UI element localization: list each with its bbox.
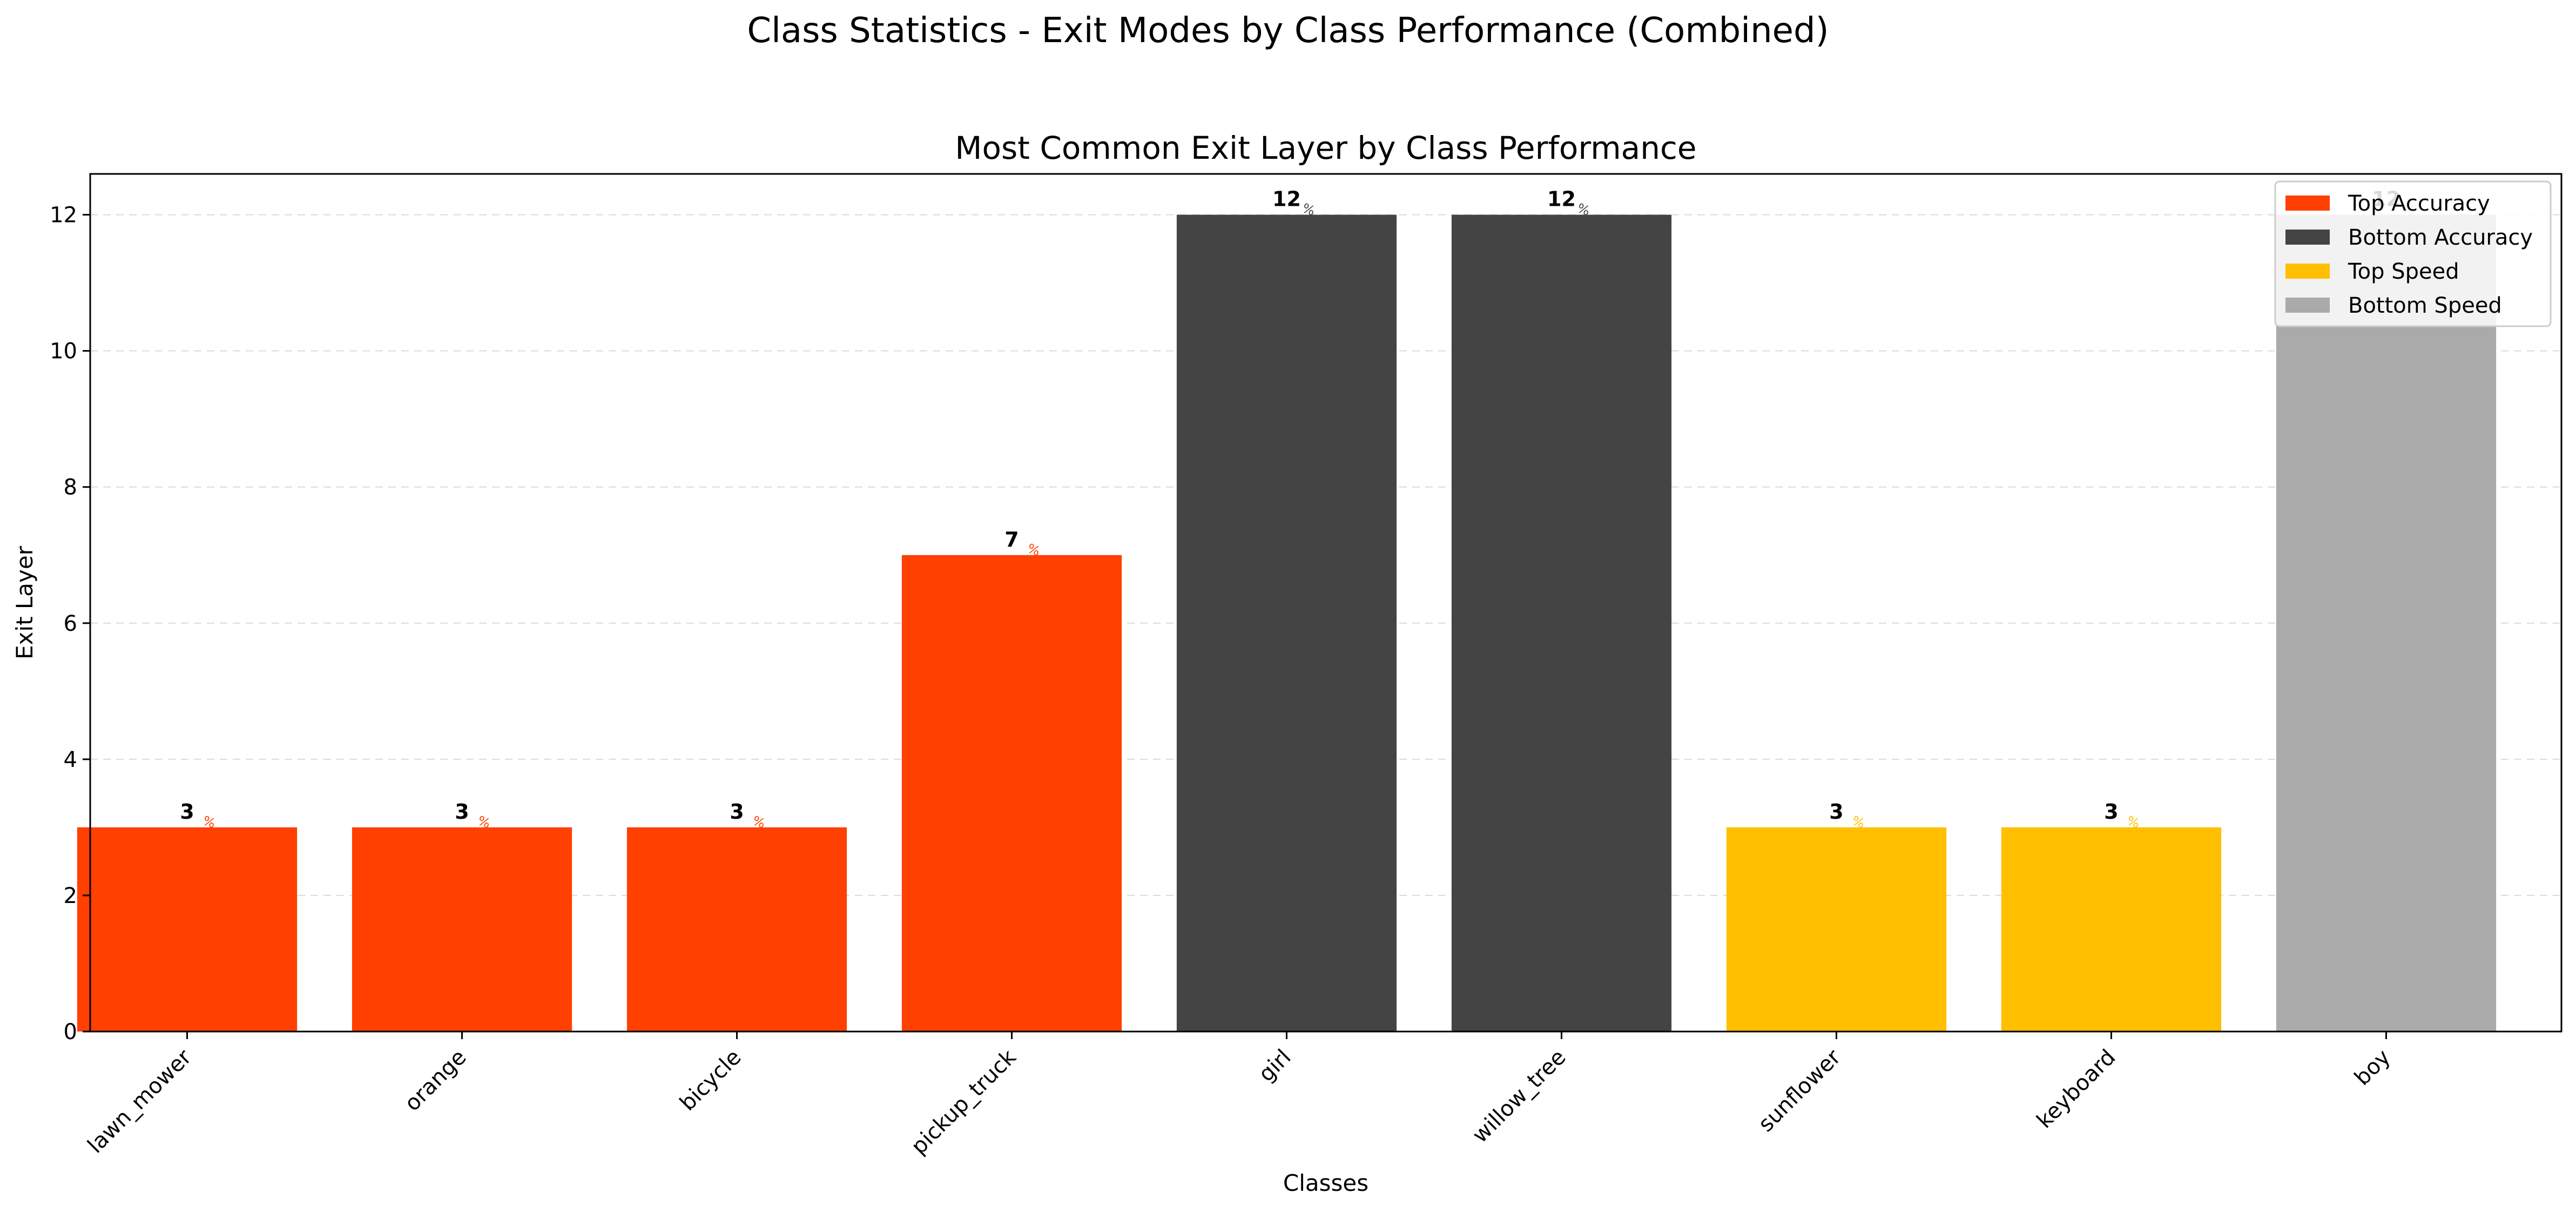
y-axis-label: Exit Layer [11, 545, 38, 659]
bar-value-label: 3 [1829, 800, 1843, 824]
x-tick-label: pickup_truck [907, 1044, 1022, 1160]
figure-suptitle: Class Statistics - Exit Modes by Class P… [747, 11, 1829, 51]
bar-value-label: 3 [455, 800, 469, 824]
x-tick-label: sunflower [1754, 1044, 1846, 1137]
x-tick-label: lawn_mower [83, 1044, 197, 1158]
bar-value-label: 7 [1004, 528, 1019, 551]
legend: Top Accuracy Bottom Accuracy Top Speed Bott… [2274, 180, 2552, 327]
bar-value-label: 12 [1547, 187, 1576, 211]
legend-label: Top Accuracy [2348, 191, 2490, 216]
y-axis-ticks: 0 2 4 6 8 10 12 [50, 203, 90, 1044]
x-tick-label: keyboard [2032, 1045, 2121, 1134]
x-tick-label: boy [2350, 1045, 2396, 1091]
x-axis-label: Classes [1283, 1170, 1368, 1196]
bar-value-label: 3 [730, 800, 744, 824]
bar-girl [1176, 214, 1397, 1032]
legend-swatch [2285, 230, 2330, 245]
plot-area-frame [89, 173, 2562, 1033]
x-tick-label: willow_tree [1468, 1045, 1571, 1148]
y-tick-label: 0 [64, 1020, 77, 1044]
bar-value-label: 12 [1272, 187, 1301, 211]
y-tick-label: 10 [50, 339, 77, 364]
bar-keyboard [2001, 827, 2222, 1032]
y-tick-label: 2 [64, 884, 77, 908]
legend-label: Bottom Accuracy [2348, 225, 2533, 250]
legend-box [2274, 180, 2552, 327]
y-tick-label: 6 [64, 611, 77, 636]
bar-pickup_truck [901, 555, 1122, 1032]
y-tick-label: 8 [64, 475, 77, 500]
bar-value-label: 3 [2104, 800, 2118, 824]
y-tick-label: 4 [64, 747, 77, 772]
bar-value-label: 3 [180, 800, 194, 824]
legend-label: Bottom Speed [2348, 293, 2502, 318]
bar-lawn_mower [77, 827, 298, 1032]
x-axis-ticks: lawn_mower orange bicycle pickup_truck girl w… [83, 1032, 2396, 1160]
x-tick-label: girl [1254, 1045, 1296, 1087]
x-tick-label: orange [400, 1045, 471, 1116]
chart-title: Most Common Exit Layer by Class Performa… [955, 130, 1696, 166]
bar-sunflower [1726, 827, 1947, 1032]
bar-boy [2276, 214, 2497, 1032]
legend-swatch [2285, 298, 2330, 313]
bars [77, 214, 2497, 1032]
legend-swatch [2285, 196, 2330, 211]
legend-label: Top Speed [2348, 259, 2459, 284]
legend-swatch [2285, 264, 2330, 279]
y-tick-label: 12 [50, 203, 77, 228]
bar-orange [352, 827, 572, 1032]
bar-bicycle [626, 827, 847, 1032]
bar-willow_tree [1451, 214, 1672, 1032]
x-tick-label: bicycle [675, 1045, 746, 1116]
